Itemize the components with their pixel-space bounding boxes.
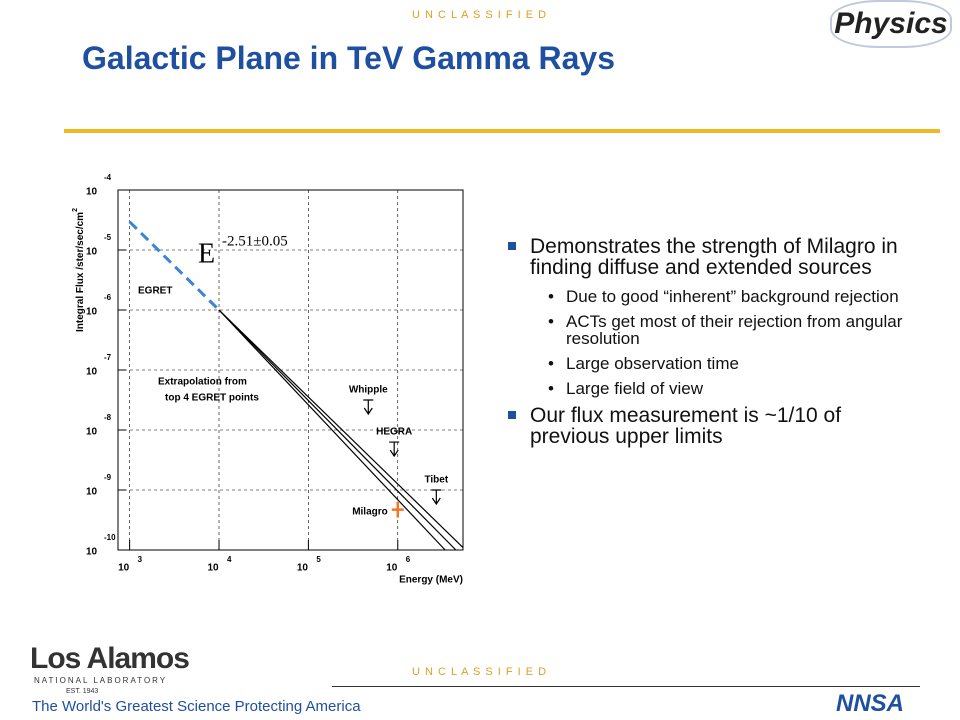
x-axis-label: Energy (MeV) xyxy=(399,575,463,586)
y-tick-exponent: -5 xyxy=(104,233,112,242)
y-tick-exponent: -4 xyxy=(104,173,112,182)
y-tick-exponent: -7 xyxy=(104,353,112,362)
x-tick-exponent: 3 xyxy=(138,555,143,564)
x-tick-label: 10 xyxy=(297,563,309,574)
x-tick-label: 10 xyxy=(386,563,398,574)
limit-label: HEGRA xyxy=(376,427,412,438)
classification: U N C L A S S I F I E D xyxy=(412,666,548,678)
plot-frame xyxy=(117,189,464,551)
agency-logo: NNSA xyxy=(836,690,905,717)
y-tick-label: 10 xyxy=(86,487,98,498)
sub-bullet: ACTs get most of their rejection from an… xyxy=(548,313,908,347)
sub-bullet: Due to good “inherent” background reject… xyxy=(548,288,908,305)
sub-bullet: Large field of view xyxy=(548,380,908,397)
chart: 10 -4 10 -5 10 -6 10 -7 10 -8 10 -9 10 -10 10 3 10 4 10 5 10… xyxy=(72,173,464,586)
established: EST. 1943 xyxy=(66,688,99,695)
upper-limit xyxy=(363,399,374,416)
x-tick-exponent: 4 xyxy=(227,555,232,564)
x-tick-label: 10 xyxy=(207,563,219,574)
x-tick-exponent: 6 xyxy=(406,555,411,564)
formula-exponent: -2.51±0.05 xyxy=(222,233,288,249)
limit-label: Tibet xyxy=(424,475,448,486)
y-tick-label: 10 xyxy=(86,367,98,378)
y-tick-label: 10 xyxy=(86,187,98,198)
y-axis-label: Integral Flux /ster/sec/cm2 xyxy=(72,208,86,332)
annotation: top 4 EGRET points xyxy=(165,393,259,404)
y-axis-label-text: Integral Flux /ster/sec/cm xyxy=(75,212,86,332)
rule xyxy=(332,686,920,687)
x-tick-label: 10 xyxy=(118,563,130,574)
sub-bullet: Large observation time xyxy=(548,355,908,372)
upper-limit xyxy=(389,441,400,458)
measurement-label: Milagro xyxy=(352,506,388,517)
annotation: Extrapolation from xyxy=(158,377,247,388)
lab-name: Los Alamos xyxy=(30,642,190,675)
classification: U N C L A S S I F I E D xyxy=(412,9,548,21)
y-tick-label: 10 xyxy=(86,307,98,318)
y-tick-label: 10 xyxy=(86,247,98,258)
tagline: The World's Greatest Science Protecting … xyxy=(32,698,361,715)
y-tick-label: 10 xyxy=(86,427,98,438)
x-tick-exponent: 5 xyxy=(316,555,321,564)
y-tick-exponent: -10 xyxy=(104,533,116,542)
formula: E xyxy=(198,238,215,269)
lab-subtitle: NATIONAL LABORATORY xyxy=(34,676,168,685)
rule xyxy=(64,129,940,133)
measurement xyxy=(391,501,404,518)
logo: Physics xyxy=(830,0,952,48)
bullet: Demonstrates the strength of Milagro in … xyxy=(508,236,908,278)
bullet: Our flux measurement is ~1/10 of previou… xyxy=(508,405,908,447)
series-line xyxy=(128,220,221,312)
y-tick-label: 10 xyxy=(86,547,98,558)
title: Galactic Plane in TeV Gamma Rays xyxy=(82,40,615,76)
y-tick-exponent: -9 xyxy=(104,473,112,482)
y-tick-exponent: -8 xyxy=(104,413,112,422)
limit-label: Whipple xyxy=(349,385,388,396)
bullets: Demonstrates the strength of Milagro in … xyxy=(508,236,908,457)
y-axis-label-superscript: 2 xyxy=(72,208,79,212)
series-line xyxy=(218,309,457,551)
series-line xyxy=(218,309,446,551)
annotation: EGRET xyxy=(138,286,172,297)
upper-limit xyxy=(431,489,442,506)
series-line xyxy=(218,309,464,548)
y-tick-exponent: -6 xyxy=(104,293,112,302)
